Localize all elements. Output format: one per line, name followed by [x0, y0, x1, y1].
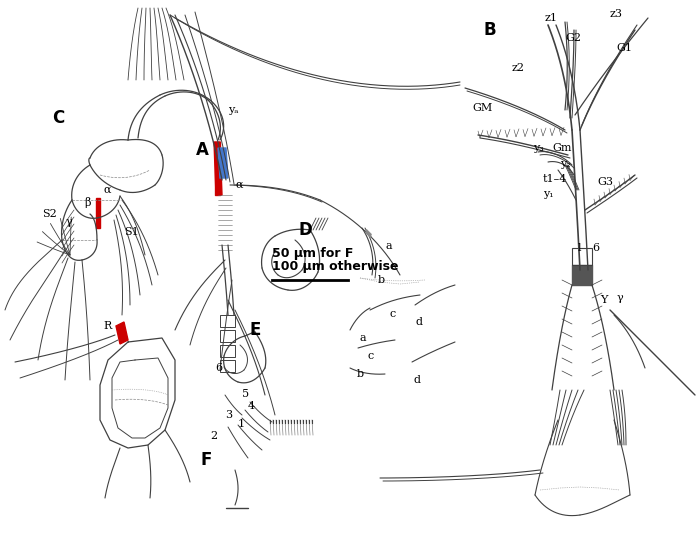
Text: z3: z3	[610, 9, 623, 19]
Text: α: α	[104, 185, 111, 195]
Text: α: α	[236, 180, 244, 190]
Text: 5: 5	[242, 389, 249, 399]
Text: G3: G3	[597, 177, 613, 187]
Text: γ: γ	[617, 293, 624, 303]
Polygon shape	[96, 198, 100, 228]
Text: d: d	[414, 375, 421, 385]
Text: S2: S2	[42, 209, 57, 219]
Polygon shape	[214, 142, 222, 195]
Text: β: β	[84, 197, 90, 209]
Text: GM: GM	[472, 103, 492, 113]
Text: 6: 6	[215, 363, 222, 373]
Text: t1–4: t1–4	[543, 174, 568, 184]
Text: Y: Y	[600, 295, 608, 305]
Text: b: b	[378, 275, 385, 285]
Text: c: c	[389, 309, 396, 319]
Text: 4: 4	[248, 401, 255, 411]
Text: y₃: y₃	[533, 143, 544, 153]
Text: b: b	[357, 369, 364, 379]
Text: 3: 3	[225, 410, 232, 420]
Bar	[220, 360, 235, 372]
Text: G1: G1	[616, 43, 632, 53]
Text: l: l	[578, 243, 582, 253]
Text: S1: S1	[124, 227, 139, 237]
Text: A: A	[195, 141, 209, 159]
Text: γ: γ	[66, 217, 73, 227]
Bar	[220, 315, 235, 327]
Text: 1: 1	[238, 419, 245, 429]
Text: z1: z1	[545, 13, 558, 23]
Text: y₂: y₂	[560, 159, 570, 169]
Text: D: D	[298, 221, 312, 239]
Bar	[220, 345, 235, 357]
Text: C: C	[52, 109, 64, 127]
Text: d: d	[416, 317, 423, 327]
Text: G2: G2	[565, 33, 581, 43]
Text: 50 μm for F: 50 μm for F	[272, 247, 354, 260]
Text: y₁: y₁	[543, 189, 554, 199]
Text: z2: z2	[512, 63, 525, 73]
Text: E: E	[249, 321, 260, 339]
Bar	[220, 330, 235, 342]
Text: 100 μm otherwise: 100 μm otherwise	[272, 260, 398, 273]
Text: 2: 2	[210, 431, 217, 441]
Text: F: F	[200, 451, 211, 469]
Text: R: R	[103, 321, 111, 331]
Text: Gm: Gm	[552, 143, 571, 153]
Polygon shape	[572, 265, 592, 285]
Polygon shape	[218, 148, 228, 178]
Text: yₐ: yₐ	[228, 105, 239, 115]
Polygon shape	[116, 322, 128, 344]
Bar	[572, 248, 592, 265]
Text: a: a	[385, 241, 391, 251]
Text: B: B	[484, 21, 496, 39]
Text: 6: 6	[592, 243, 599, 253]
Text: a: a	[360, 333, 367, 343]
Text: c: c	[367, 351, 373, 361]
